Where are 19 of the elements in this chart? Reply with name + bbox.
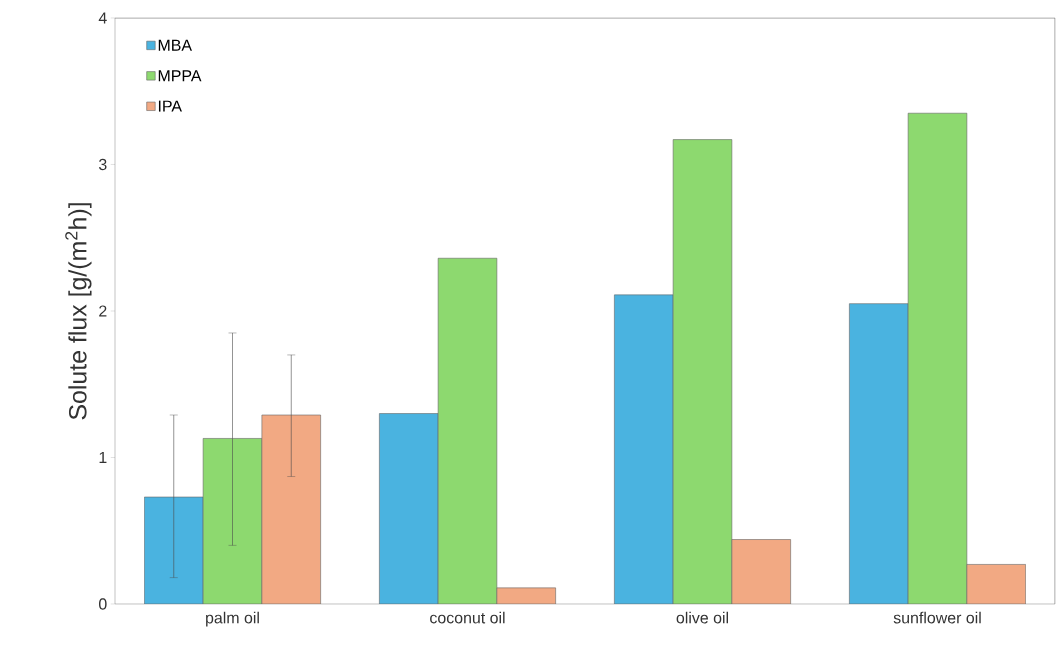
x-tick-label: palm oil — [206, 611, 259, 627]
bar — [437, 257, 498, 604]
bar — [672, 139, 733, 604]
bar — [731, 539, 791, 604]
legend-label: MPPA — [158, 70, 202, 82]
y-tick-label: 0 — [99, 598, 107, 610]
bar — [907, 112, 968, 604]
legend-label: MBA — [158, 39, 192, 51]
x-tick-label: olive oil — [676, 611, 728, 624]
legend-label: IPA — [158, 100, 182, 112]
y-tick-label: 4 — [98, 12, 107, 24]
bar — [966, 564, 1026, 604]
x-tick-label: sunflower oil — [893, 611, 981, 624]
y-tick-label: 3 — [98, 158, 107, 171]
y-tick-label: 2 — [99, 305, 107, 317]
y-tick-label: 1 — [99, 452, 107, 463]
x-tick-label: coconut oil — [430, 611, 505, 624]
y-axis-title: Solute flux [g/(m$^{2}$h)] — [65, 203, 92, 420]
bar — [261, 414, 321, 604]
